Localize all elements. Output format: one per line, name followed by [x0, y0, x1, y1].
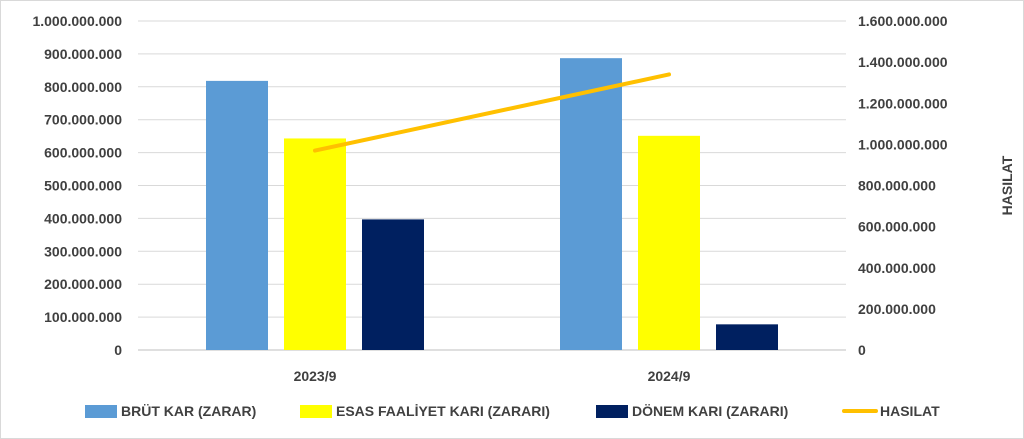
- category-label: 2024/9: [648, 368, 691, 384]
- left-tick-label: 100.000.000: [44, 309, 122, 325]
- left-tick-label: 900.000.000: [44, 46, 122, 62]
- bar-1-1: [206, 80, 268, 351]
- right-tick-label: 1.400.000.000: [858, 54, 948, 70]
- legend-swatch: [85, 405, 117, 418]
- right-tick-label: 800.000.000: [858, 178, 936, 194]
- category-label: 2023/9: [294, 368, 337, 384]
- line-series-hasilat: [313, 72, 671, 153]
- right-tick-label: 0: [858, 342, 866, 358]
- right-tick-label: 1.200.000.000: [858, 95, 948, 111]
- bar-2-2: [638, 135, 700, 350]
- legend-label: DÖNEM KARI (ZARARI): [632, 403, 788, 419]
- legend-swatch: [300, 405, 332, 418]
- left-tick-label: 1.000.000.000: [32, 13, 122, 29]
- left-tick-label: 600.000.000: [44, 145, 122, 161]
- right-tick-label: 1.000.000.000: [858, 136, 948, 152]
- legend-label: ESAS FAALİYET KARI (ZARARI): [336, 403, 550, 419]
- legend-label: HASILAT: [880, 403, 940, 419]
- bar-3-1: [362, 219, 424, 350]
- left-tick-label: 300.000.000: [44, 243, 122, 259]
- bar-1-2: [560, 58, 622, 350]
- bar-3-2: [716, 324, 778, 350]
- left-tick-label: 700.000.000: [44, 112, 122, 128]
- right-tick-label: 600.000.000: [858, 219, 936, 235]
- left-tick-label: 500.000.000: [44, 178, 122, 194]
- legend-swatch: [596, 405, 628, 418]
- right-axis-title: HASILAT: [999, 155, 1015, 215]
- left-tick-label: 200.000.000: [44, 276, 122, 292]
- left-tick-label: 400.000.000: [44, 210, 122, 226]
- bar-2-1: [284, 138, 346, 350]
- right-tick-label: 400.000.000: [858, 260, 936, 276]
- legend-label: BRÜT KAR (ZARAR): [121, 403, 256, 419]
- right-tick-label: 200.000.000: [858, 301, 936, 317]
- left-tick-label: 0: [114, 342, 122, 358]
- right-tick-label: 1.600.000.000: [858, 13, 948, 29]
- left-tick-label: 800.000.000: [44, 79, 122, 95]
